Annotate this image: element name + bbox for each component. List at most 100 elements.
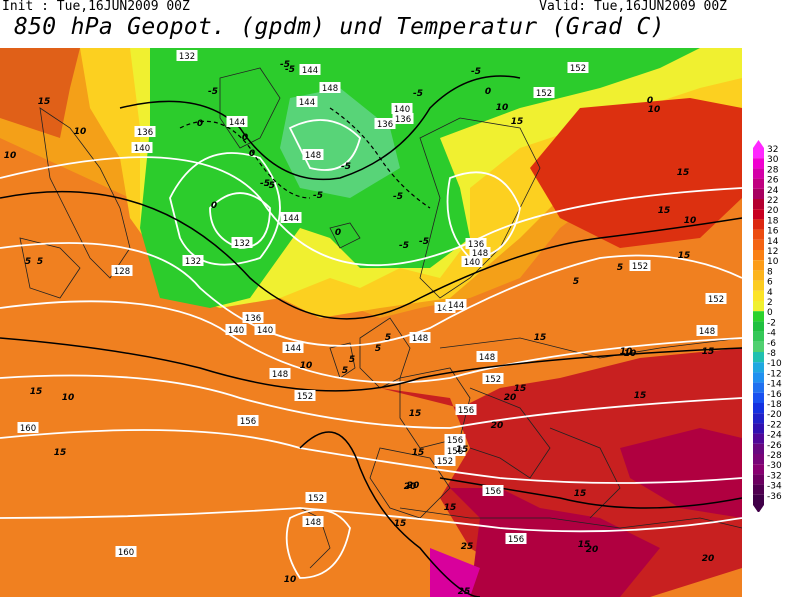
geopotential-label: 144: [283, 214, 299, 224]
geopotential-label: 148: [305, 151, 321, 161]
temperature-label: 15: [409, 409, 422, 419]
legend-value: -16: [767, 390, 782, 400]
temperature-label: 20: [491, 421, 504, 431]
legend-swatch: [753, 403, 764, 414]
geopotential-label: 152: [708, 295, 724, 305]
legend-value: 30: [767, 155, 779, 165]
legend-swatch: [753, 341, 764, 352]
temperature-label: 5: [617, 263, 623, 273]
temperature-label: 15: [574, 489, 587, 499]
temperature-label: 15: [634, 391, 647, 401]
geopotential-label: 152: [308, 494, 324, 504]
legend-swatch: [753, 168, 764, 179]
temperature-label: -5: [280, 60, 290, 70]
legend-value: -28: [767, 451, 782, 461]
geopotential-label-box: [374, 118, 396, 129]
legend-swatch: [753, 362, 764, 373]
geopotential-label-box: [115, 546, 137, 557]
legend-value: 4: [767, 288, 773, 298]
legend-swatch: [753, 433, 764, 444]
geopotential-label-box: [319, 82, 341, 93]
temperature-label: 10: [62, 393, 75, 403]
weather-map: 1321441441521481441361401401361481321441…: [0, 48, 742, 597]
geopotential-label-box: [176, 50, 198, 61]
temperature-label: 0: [211, 201, 217, 211]
geopotential-label: 140: [464, 258, 480, 268]
temperature-label: 10: [620, 347, 633, 357]
temperature-label: 0: [197, 119, 203, 129]
legend-value: 2: [767, 298, 773, 308]
legend-swatch: [753, 321, 764, 332]
legend-swatch: [753, 290, 764, 301]
geopotential-label-box: [131, 142, 153, 153]
geopotential-label-box: [476, 351, 498, 362]
legend-value: -10: [767, 359, 782, 369]
legend-value: -8: [767, 349, 776, 359]
temperature-label: 5: [375, 344, 381, 354]
legend-value: 10: [767, 257, 779, 267]
geopotential-label-box: [533, 87, 555, 98]
legend-value: -30: [767, 461, 782, 471]
geopotential-label: 156: [447, 447, 463, 457]
geopotential-label: 148: [479, 353, 495, 363]
legend-value: 22: [767, 196, 778, 206]
geopotential-label: 148: [437, 304, 453, 314]
geopotential-label-box: [505, 533, 527, 544]
legend-swatch: [753, 494, 764, 505]
legend-value: -20: [767, 410, 782, 420]
geopotential-label-box: [444, 445, 466, 456]
temperature-label: 25: [458, 587, 471, 597]
geopotential-label-box: [409, 332, 431, 343]
geopotential-label: 148: [412, 334, 428, 344]
temperature-label: 15: [30, 387, 43, 397]
temperature-label: 0: [242, 133, 248, 143]
geopotential-label: 136: [395, 115, 411, 125]
geopotential-label: 156: [447, 436, 463, 446]
legend-value: -6: [767, 339, 776, 349]
legend-value: 6: [767, 278, 773, 288]
geopotential-label: 136: [245, 314, 261, 324]
legend-swatch: [753, 443, 764, 454]
legend-value: 12: [767, 247, 778, 257]
geopotential-label-box: [302, 149, 324, 160]
legend-value: -22: [767, 420, 782, 430]
temperature-label: 10: [74, 127, 87, 137]
geopotential-label-box: [294, 390, 316, 401]
geopotential-label-box: [445, 299, 467, 310]
geopotential-label-box: [705, 293, 727, 304]
geopotential-label-box: [455, 404, 477, 415]
geopotential-label-box: [567, 62, 589, 73]
geopotential-label-box: [282, 342, 304, 353]
temperature-label: 10: [648, 105, 661, 115]
geopotential-label-box: [299, 64, 321, 75]
geopotential-label-box: [434, 302, 456, 313]
geopotential-label: 156: [508, 535, 524, 545]
legend-swatch: [753, 372, 764, 383]
temperature-label: 10: [684, 216, 697, 226]
geopotential-label-box: [482, 485, 504, 496]
geopotential-label-box: [444, 434, 466, 445]
temperature-label: -5: [265, 181, 275, 191]
legend-swatch: [753, 311, 764, 322]
legend-value: 14: [767, 237, 779, 247]
geopotential-label: 156: [485, 487, 501, 497]
legend-swatch: [753, 392, 764, 403]
temperature-label: -5: [260, 179, 270, 189]
legend-value: -24: [767, 431, 782, 441]
geopotential-label-box: [302, 516, 324, 527]
legend-value: 8: [767, 267, 773, 277]
geopotential-label: 148: [699, 327, 715, 337]
temperature-label: 5: [342, 366, 348, 376]
geopotential-label-box: [305, 492, 327, 503]
legend-value: 20: [767, 206, 779, 216]
temperature-label: 20: [702, 554, 715, 564]
geopotential-label: 140: [257, 326, 273, 336]
geopotential-label: 132: [185, 257, 201, 267]
temperature-label: 20: [407, 481, 420, 491]
temperature-label: 25: [461, 542, 474, 552]
temperature-label: 20: [586, 545, 599, 555]
temperature-label: 10: [300, 361, 313, 371]
geopotential-label-box: [242, 312, 264, 323]
geopotential-label: 128: [114, 267, 130, 277]
legend-swatch: [753, 331, 764, 342]
